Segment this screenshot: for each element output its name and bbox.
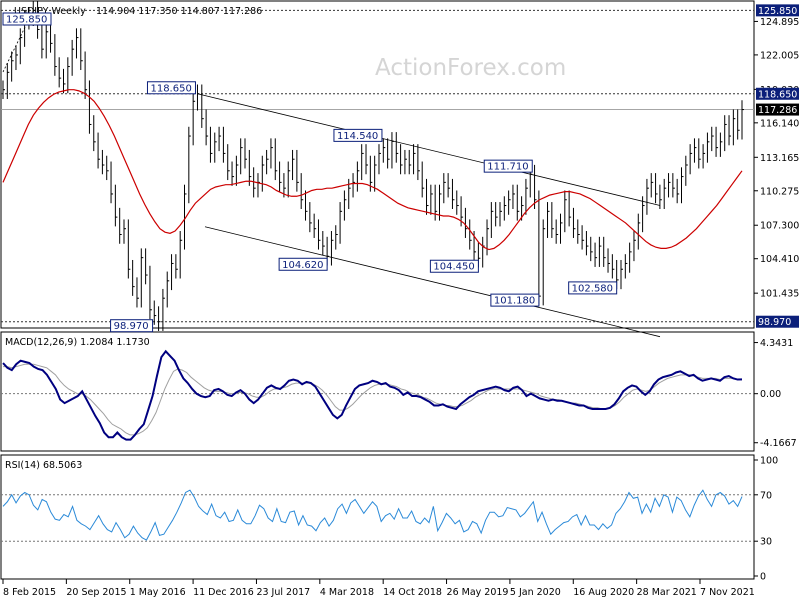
chart-title-text: USDJPY,Weekly <box>14 6 86 17</box>
watermark: ActionForex.com <box>375 55 566 81</box>
macd-label: MACD(12,26,9) 1.2084 1.1730 <box>5 337 150 348</box>
swing-annotation-label: 114.540 <box>337 131 378 142</box>
rsi-panel-frame <box>0 454 755 580</box>
price-y-tick-label: 107.300 <box>760 221 799 232</box>
chart-ohlc-text: 114.904 117.350 114.807 117.286 <box>96 6 262 17</box>
level-label-bg <box>756 4 799 17</box>
macd-signal-line <box>3 363 743 436</box>
x-tick-label: 1 May 2016 <box>130 587 186 598</box>
swing-annotation-label: 102.580 <box>572 283 613 294</box>
swing-annotation-label: 104.450 <box>433 262 474 273</box>
swing-annotation-box <box>2 12 52 26</box>
current-price-label: 117.286 <box>758 105 797 116</box>
level-label: 125.850 <box>758 6 797 17</box>
x-tick-label: 23 Jul 2017 <box>256 587 310 598</box>
moving-average-line <box>2 89 743 251</box>
price-y-tick-label: 110.275 <box>760 186 799 197</box>
x-tick-label: 7 Nov 2021 <box>700 587 755 598</box>
rsi-y-tick-label: 70 <box>760 490 772 501</box>
level-label-bg <box>756 87 799 100</box>
price-panel-frame <box>0 0 755 329</box>
level-label: 118.650 <box>758 89 797 100</box>
swing-annotation-box <box>110 319 154 333</box>
x-tick-label: 5 Jan 2020 <box>510 587 561 598</box>
rsi-line <box>2 489 743 541</box>
rsi-y-tick-label: 0 <box>760 572 766 583</box>
x-tick-label: 11 Dec 2016 <box>193 587 254 598</box>
x-tick-label: 20 Sep 2015 <box>66 587 126 598</box>
price-y-tick-label: 104.410 <box>760 254 799 265</box>
x-tick-label: 14 Oct 2018 <box>383 587 442 598</box>
price-y-tick-label: 122.005 <box>760 50 799 61</box>
macd-y-tick-label: 4.3431 <box>760 338 793 349</box>
macd-panel-frame <box>0 331 755 452</box>
price-y-tick-label: 116.140 <box>760 118 799 129</box>
swing-annotation-label: 98.970 <box>114 321 149 332</box>
macd-y-tick-label: 0.00 <box>760 389 781 400</box>
swing-annotation-box <box>483 159 533 173</box>
upper-trend-line <box>197 93 661 206</box>
swing-annotation-box <box>429 259 479 273</box>
x-tick-label: 8 Feb 2015 <box>3 587 56 598</box>
rsi-y-tick-label: 30 <box>760 537 772 548</box>
level-label-bg <box>756 315 799 328</box>
swing-annotation-box <box>333 128 383 142</box>
x-tick-label: 16 Aug 2020 <box>573 587 634 598</box>
swing-annotation-label: 118.650 <box>150 83 191 94</box>
lower-trend-line <box>204 226 661 338</box>
swing-annotation-box <box>146 81 196 95</box>
level-label: 98.970 <box>758 317 791 328</box>
swing-annotation-label: 125.850 <box>6 15 47 26</box>
macd-line <box>2 349 743 441</box>
rsi-label: RSI(14) 68.5063 <box>5 460 82 471</box>
chart-title: USDJPY,Weekly 114.904 117.350 114.807 11… <box>14 6 262 17</box>
swing-annotation-box <box>568 281 618 295</box>
swing-annotation-box <box>490 293 540 307</box>
current-price-label-bg <box>756 103 799 116</box>
x-tick-label: 4 Mar 2018 <box>320 587 374 598</box>
price-y-tick-label: 124.895 <box>760 17 799 28</box>
swing-annotation-box <box>278 257 328 271</box>
swing-annotation-label: 104.620 <box>282 260 323 271</box>
x-tick-label: 26 May 2019 <box>447 587 509 598</box>
price-y-tick-label: 113.165 <box>760 153 799 164</box>
rsi-y-tick-label: 100 <box>760 456 778 467</box>
swing-annotation-label: 101.180 <box>494 296 535 307</box>
price-y-tick-label: 101.435 <box>760 289 799 300</box>
swing-annotation-label: 111.710 <box>487 162 528 173</box>
x-tick-label: 28 Mar 2021 <box>637 587 697 598</box>
macd-y-tick-label: -4.1667 <box>760 438 797 449</box>
